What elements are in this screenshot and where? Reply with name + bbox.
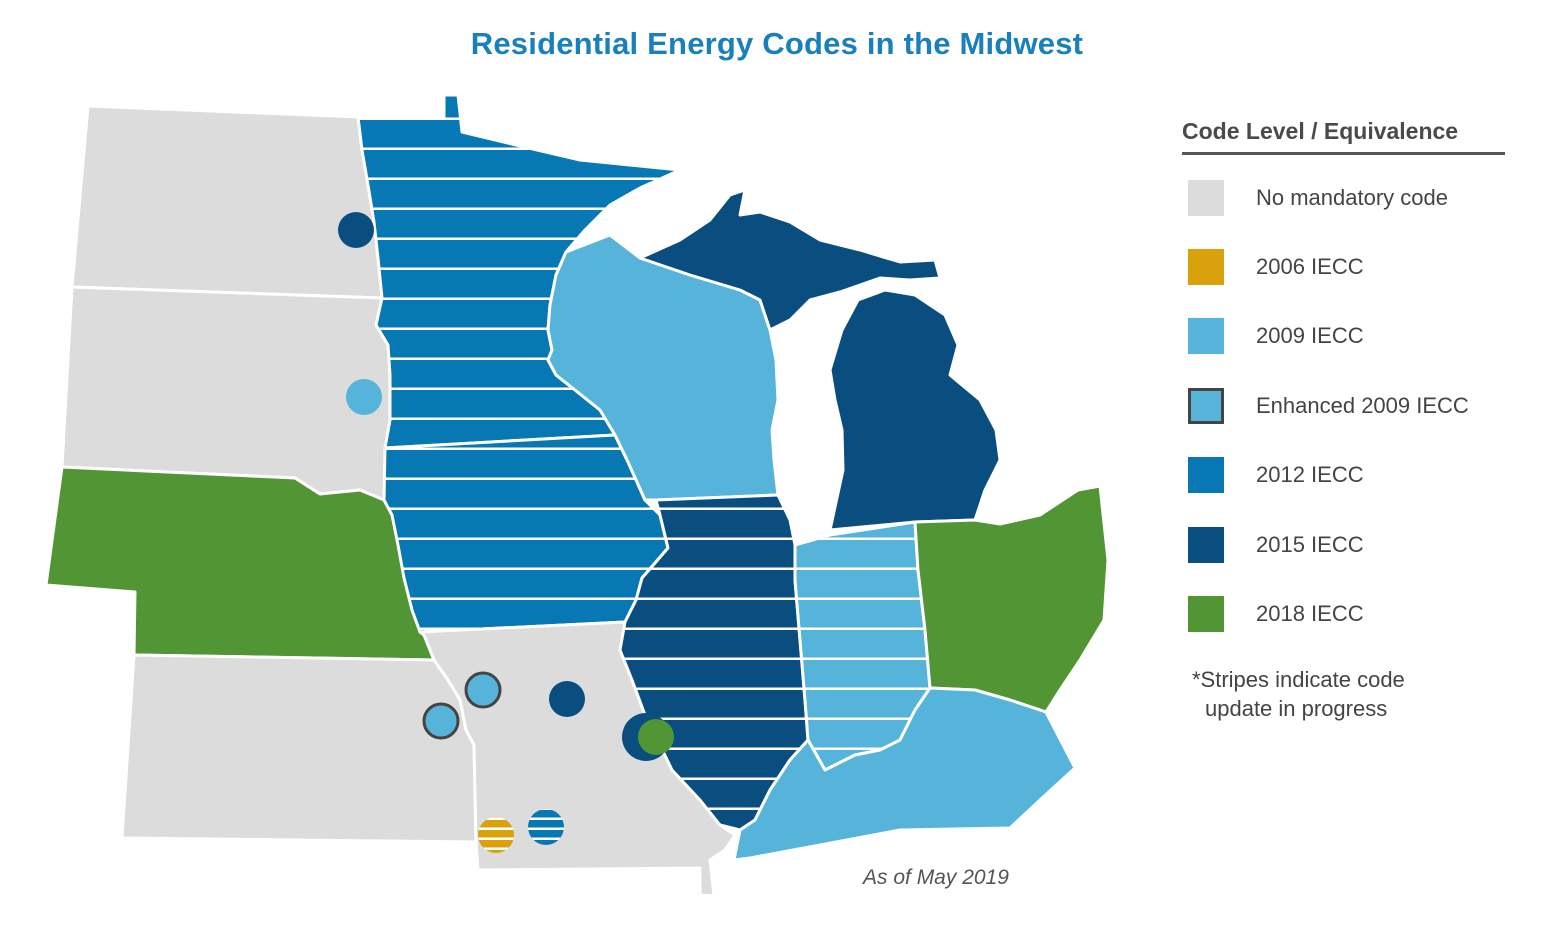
legend-item-no-code: No mandatory code [1188, 180, 1518, 216]
marker-kansas-city-north [464, 671, 502, 709]
state-kansas [120, 653, 478, 844]
stripes-note: *Stripes indicate code update in progres… [1192, 665, 1405, 723]
legend-label: 2006 IECC [1256, 254, 1364, 279]
as-of-date: As of May 2019 [863, 866, 1009, 889]
legend-swatch [1188, 527, 1224, 563]
state-iowa [382, 433, 670, 634]
map-title: Residential Energy Codes in the Midwest [470, 26, 1084, 61]
legend-item-2012: 2012 IECC [1188, 457, 1518, 493]
legend-item-2015: 2015 IECC [1188, 527, 1518, 563]
legend: Code Level / Equivalence [1182, 118, 1512, 155]
marker-columbia [549, 681, 585, 717]
legend-label: Enhanced 2009 IECC [1256, 393, 1469, 418]
marker-fargo [338, 212, 374, 248]
marker-joplin-striped [478, 817, 514, 853]
legend-swatch [1188, 388, 1224, 424]
state-michigan-lower [828, 288, 1002, 532]
legend-label: 2009 IECC [1256, 323, 1364, 348]
legend-item-2009: 2009 IECC [1188, 318, 1518, 354]
marker-springfield-striped [528, 809, 564, 845]
legend-label: 2015 IECC [1256, 532, 1364, 557]
local-markers [338, 212, 674, 853]
legend-swatch [1188, 596, 1224, 632]
state-ohio [913, 484, 1110, 714]
lake-michigan [772, 292, 858, 545]
state-michigan-upper [638, 188, 942, 332]
legend-label: No mandatory code [1256, 185, 1448, 210]
marker-st-louis-green [638, 719, 674, 755]
state-kentucky [732, 686, 1077, 862]
legend-swatch [1188, 318, 1224, 354]
legend-item-2006: 2006 IECC [1188, 249, 1518, 285]
legend-label: 2012 IECC [1256, 462, 1364, 487]
legend-item-2018: 2018 IECC [1188, 596, 1518, 632]
legend-swatch [1188, 457, 1224, 493]
marker-sioux-falls [346, 379, 382, 415]
note-line-2: update in progress [1205, 696, 1388, 721]
legend-swatch [1188, 249, 1224, 285]
legend-swatch [1188, 180, 1224, 216]
legend-label: 2018 IECC [1256, 601, 1364, 626]
state-north-dakota [70, 104, 384, 300]
note-line-1: *Stripes indicate code [1192, 667, 1405, 692]
marker-kansas-city-south [422, 702, 460, 740]
state-nebraska [44, 465, 436, 662]
legend-item-enhanced-2009: Enhanced 2009 IECC [1188, 388, 1518, 424]
legend-heading: Code Level / Equivalence [1182, 118, 1505, 155]
